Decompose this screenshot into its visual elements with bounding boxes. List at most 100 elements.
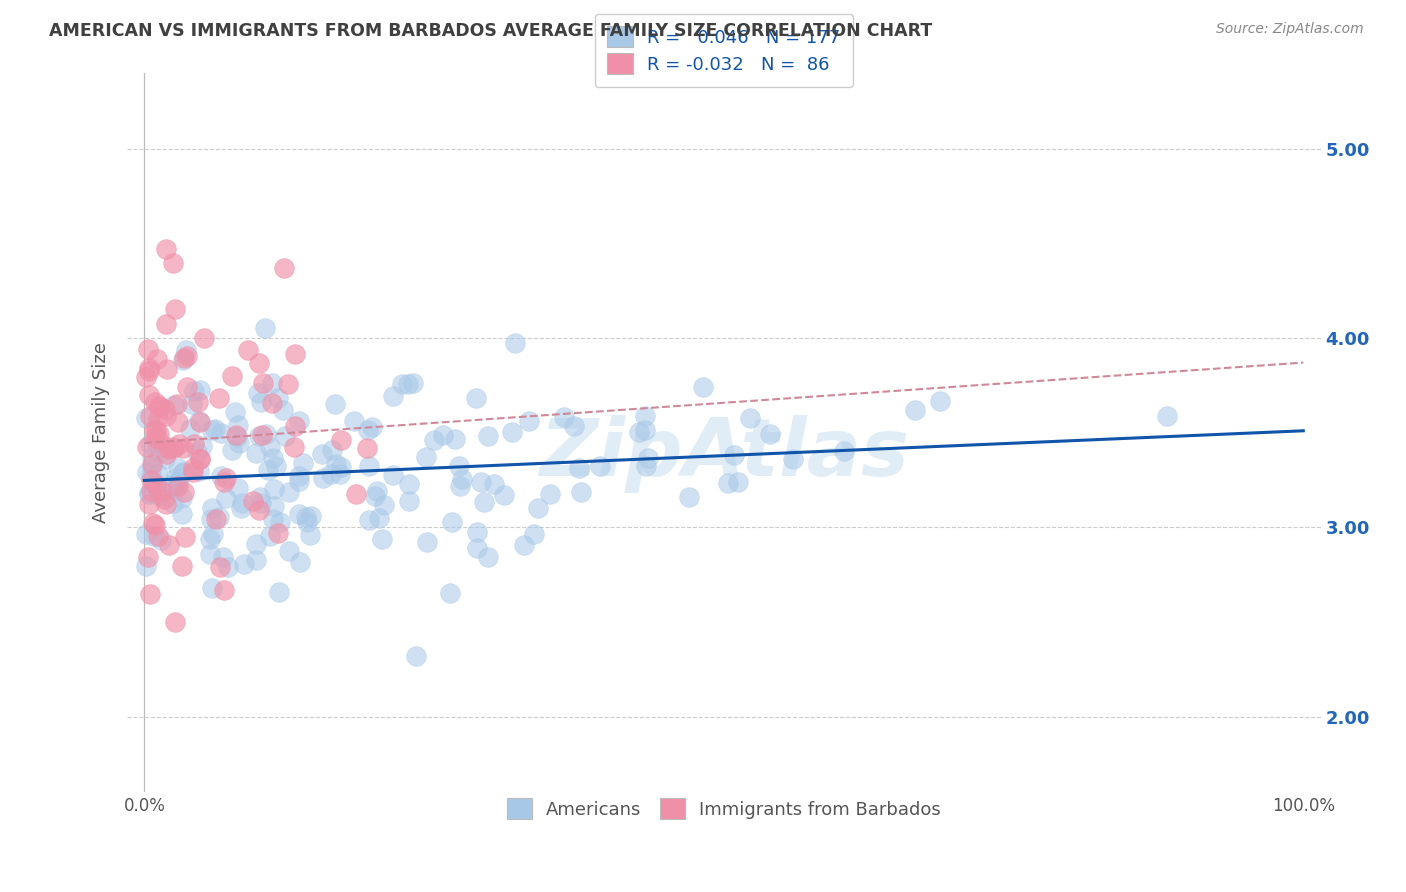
Point: [294, 510, 316, 524]
Point: [245, 537, 267, 551]
Point: [299, 528, 322, 542]
Point: [165, 470, 187, 484]
Point: [172, 559, 194, 574]
Point: [143, 429, 166, 443]
Point: [370, 532, 392, 546]
Point: [295, 515, 318, 529]
Point: [231, 496, 253, 510]
Point: [278, 485, 301, 500]
Point: [202, 527, 225, 541]
Point: [186, 445, 208, 459]
Point: [146, 411, 169, 425]
Point: [146, 529, 169, 543]
Point: [166, 461, 188, 475]
Point: [637, 450, 659, 465]
Point: [138, 388, 160, 402]
Point: [145, 475, 167, 490]
Point: [274, 428, 297, 442]
Point: [288, 469, 311, 483]
Point: [135, 369, 157, 384]
Point: [167, 478, 190, 492]
Point: [148, 486, 170, 500]
Point: [155, 318, 177, 332]
Point: [451, 472, 474, 486]
Point: [146, 467, 169, 481]
Point: [138, 361, 160, 376]
Point: [188, 415, 211, 429]
Point: [170, 507, 193, 521]
Point: [149, 490, 172, 504]
Point: [188, 451, 211, 466]
Point: [465, 391, 488, 405]
Point: [172, 491, 194, 505]
Point: [138, 587, 160, 601]
Point: [149, 533, 172, 547]
Point: [145, 423, 167, 437]
Point: [141, 473, 163, 487]
Point: [288, 414, 311, 428]
Point: [367, 510, 389, 524]
Point: [247, 429, 270, 443]
Point: [253, 321, 276, 335]
Point: [523, 526, 546, 541]
Point: [226, 418, 249, 433]
Text: AMERICAN VS IMMIGRANTS FROM BARBADOS AVERAGE FAMILY SIZE CORRELATION CHART: AMERICAN VS IMMIGRANTS FROM BARBADOS AVE…: [49, 22, 932, 40]
Point: [382, 389, 405, 403]
Point: [782, 452, 804, 467]
Point: [233, 557, 256, 571]
Point: [150, 483, 173, 498]
Point: [155, 409, 177, 423]
Point: [174, 530, 197, 544]
Point: [325, 457, 347, 471]
Point: [401, 376, 423, 390]
Point: [1156, 409, 1178, 423]
Point: [482, 476, 505, 491]
Point: [142, 529, 165, 543]
Point: [503, 336, 526, 351]
Point: [553, 409, 575, 424]
Point: [139, 468, 162, 483]
Point: [513, 538, 536, 552]
Point: [245, 446, 267, 460]
Point: [139, 409, 162, 424]
Point: [138, 364, 160, 378]
Point: [267, 391, 290, 405]
Point: [344, 487, 367, 501]
Point: [312, 471, 335, 485]
Point: [162, 256, 184, 270]
Point: [138, 486, 160, 500]
Point: [287, 508, 309, 522]
Point: [439, 586, 461, 600]
Point: [242, 494, 264, 508]
Point: [174, 343, 197, 358]
Point: [188, 383, 211, 397]
Point: [172, 352, 194, 367]
Point: [187, 395, 209, 409]
Point: [209, 468, 232, 483]
Point: [225, 430, 247, 444]
Point: [832, 444, 855, 458]
Point: [738, 410, 761, 425]
Point: [249, 495, 271, 509]
Point: [343, 414, 366, 428]
Point: [200, 547, 222, 561]
Point: [432, 428, 454, 442]
Point: [149, 401, 172, 415]
Point: [136, 342, 159, 356]
Point: [209, 426, 232, 441]
Point: [357, 513, 380, 527]
Point: [167, 415, 190, 429]
Point: [441, 516, 464, 530]
Point: [157, 538, 180, 552]
Point: [201, 582, 224, 596]
Point: [166, 397, 188, 411]
Point: [527, 501, 550, 516]
Point: [245, 553, 267, 567]
Point: [136, 550, 159, 565]
Point: [204, 422, 226, 436]
Point: [165, 615, 187, 629]
Point: [163, 440, 186, 454]
Legend: Americans, Immigrants from Barbados: Americans, Immigrants from Barbados: [496, 788, 952, 830]
Point: [135, 558, 157, 573]
Point: [155, 447, 177, 461]
